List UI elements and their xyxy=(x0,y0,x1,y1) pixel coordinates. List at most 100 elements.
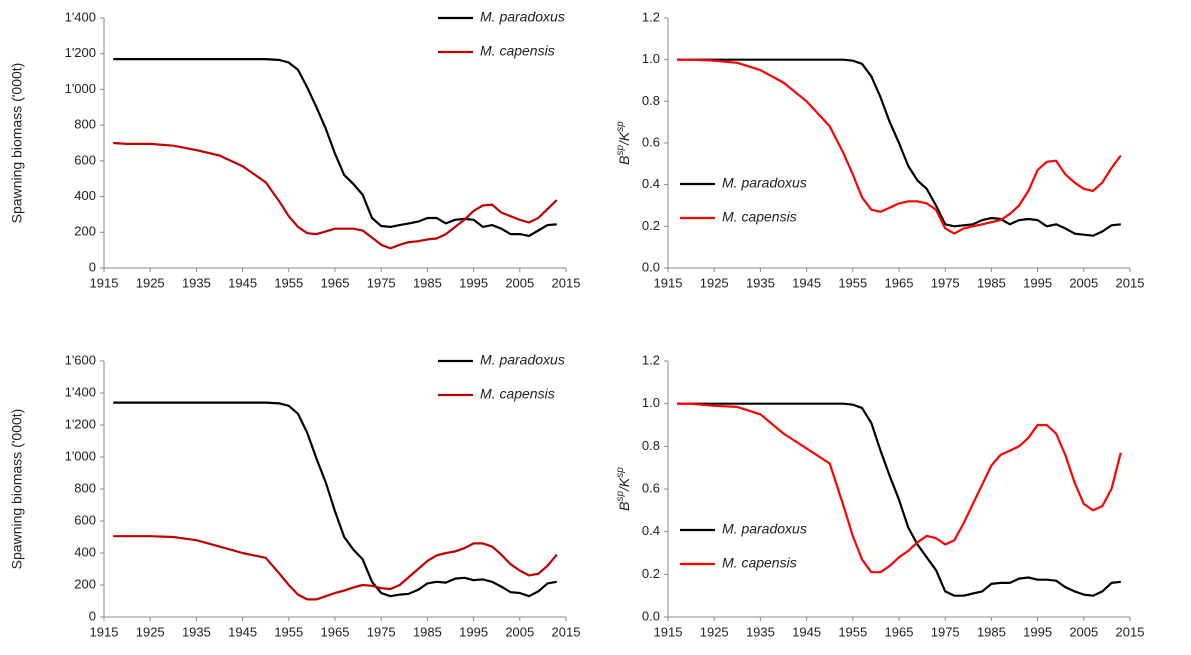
y-tick-label: 0 xyxy=(89,608,96,623)
x-tick-label: 2015 xyxy=(552,624,581,639)
x-tick-label: 1945 xyxy=(228,624,257,639)
x-tick-label: 2015 xyxy=(1116,275,1145,290)
x-tick-label: 1935 xyxy=(182,624,211,639)
y-tick-label: 1'400 xyxy=(65,9,96,24)
y-tick-label: 800 xyxy=(74,117,96,132)
y-axis-label-part: B xyxy=(616,502,632,511)
x-tick-label: 2005 xyxy=(505,275,534,290)
x-tick-label: 1995 xyxy=(459,275,488,290)
y-axis-label-part: sp xyxy=(615,491,626,502)
y-tick-label: 1'400 xyxy=(65,384,96,399)
series-line xyxy=(677,402,1122,574)
x-tick-label: 1985 xyxy=(977,624,1006,639)
x-tick-label: 1965 xyxy=(885,624,914,639)
y-tick-label: 1'000 xyxy=(65,81,96,96)
x-tick-label: 1915 xyxy=(90,275,119,290)
y-axis-label-part: sp xyxy=(615,145,626,156)
y-tick-label: 0.0 xyxy=(642,608,660,623)
y-tick-label: 600 xyxy=(74,512,96,527)
y-tick-label: 1'000 xyxy=(65,448,96,463)
x-tick-label: 1925 xyxy=(136,624,165,639)
series-line xyxy=(113,58,557,237)
x-tick-label: 1945 xyxy=(792,275,821,290)
y-axis-label: Spawning biomass ('000t) xyxy=(9,63,25,224)
chart-panel: 0.0 0.2 0.4 0.6 0.8 1.0 1.2 1915 1925 1935 1945 195… xyxy=(615,352,1145,639)
y-axis-label: Bsp/Ksp xyxy=(615,467,632,511)
chart-panel: 0.0 0.2 0.4 0.6 0.8 1.0 1.2 1915 1925 1935 1945 195… xyxy=(615,9,1145,290)
legend-label: M. paradoxus xyxy=(480,352,565,368)
y-tick-label: 0 xyxy=(89,259,96,274)
legend-label: M. paradoxus xyxy=(722,521,807,537)
series-line xyxy=(677,58,1121,237)
y-tick-label: 0.2 xyxy=(642,566,660,581)
y-tick-label: 0.4 xyxy=(642,176,660,191)
x-tick-label: 2005 xyxy=(505,624,534,639)
series-line xyxy=(677,58,1122,235)
y-tick-label: 1'600 xyxy=(65,352,96,367)
legend-label: M. paradoxus xyxy=(480,9,565,25)
legend-label: M. capensis xyxy=(480,43,555,59)
x-tick-label: 1985 xyxy=(413,624,442,639)
series-line xyxy=(677,402,1121,597)
chart-panel: 0 200 400 600 800 1'000 1'200 1'400 1'600 1915 192… xyxy=(9,352,581,640)
y-tick-label: 1'200 xyxy=(65,45,96,60)
series-line xyxy=(113,535,558,601)
x-tick-label: 1945 xyxy=(228,275,257,290)
y-tick-label: 200 xyxy=(74,576,96,591)
x-tick-label: 1915 xyxy=(90,624,119,639)
y-tick-label: 1.0 xyxy=(642,51,660,66)
y-tick-label: 1'200 xyxy=(65,416,96,431)
y-tick-label: 0.8 xyxy=(642,93,660,108)
y-tick-label: 400 xyxy=(74,544,96,559)
x-tick-label: 1995 xyxy=(459,624,488,639)
y-tick-label: 0.6 xyxy=(642,134,660,149)
x-tick-label: 2015 xyxy=(1116,624,1145,639)
y-tick-label: 0.8 xyxy=(642,438,660,453)
x-tick-label: 1975 xyxy=(931,275,960,290)
legend-label: M. capensis xyxy=(480,386,555,402)
series-line xyxy=(113,401,557,598)
x-tick-label: 1925 xyxy=(700,275,729,290)
x-tick-label: 1925 xyxy=(136,275,165,290)
y-tick-label: 800 xyxy=(74,480,96,495)
x-tick-label: 1955 xyxy=(838,275,867,290)
y-tick-label: 400 xyxy=(74,188,96,203)
x-tick-label: 2005 xyxy=(1069,624,1098,639)
x-tick-label: 1985 xyxy=(413,275,442,290)
x-tick-label: 1915 xyxy=(654,624,683,639)
y-tick-label: 1.0 xyxy=(642,395,660,410)
x-tick-label: 2015 xyxy=(552,275,581,290)
x-tick-label: 1975 xyxy=(367,624,396,639)
y-tick-label: 600 xyxy=(74,152,96,167)
legend-label: M. capensis xyxy=(722,209,797,225)
y-tick-label: 0.4 xyxy=(642,523,660,538)
y-tick-label: 200 xyxy=(74,224,96,239)
y-axis-label: Bsp/Ksp xyxy=(615,121,632,165)
y-axis-label-part: /K xyxy=(616,477,632,492)
x-tick-label: 1965 xyxy=(321,624,350,639)
y-tick-label: 1.2 xyxy=(642,9,660,24)
y-axis-label-part: B xyxy=(616,156,632,165)
legend-label: M. capensis xyxy=(722,555,797,571)
y-tick-label: 0.6 xyxy=(642,480,660,495)
x-tick-label: 1965 xyxy=(321,275,350,290)
x-tick-label: 1935 xyxy=(182,275,211,290)
x-tick-label: 1925 xyxy=(700,624,729,639)
y-axis-label: Spawning biomass ('000t) xyxy=(9,409,25,570)
y-axis-label-part: sp xyxy=(615,121,626,132)
x-tick-label: 1995 xyxy=(1023,275,1052,290)
x-tick-label: 1935 xyxy=(746,275,775,290)
x-tick-label: 2005 xyxy=(1069,275,1098,290)
legend-label: M. paradoxus xyxy=(722,175,807,191)
x-tick-label: 1955 xyxy=(274,275,303,290)
x-tick-label: 1915 xyxy=(654,275,683,290)
x-tick-label: 1975 xyxy=(931,624,960,639)
y-axis-label-part: /K xyxy=(616,131,632,146)
y-tick-label: 0.0 xyxy=(642,259,660,274)
y-axis-label-part: sp xyxy=(615,467,626,478)
y-tick-label: 0.2 xyxy=(642,218,660,233)
x-tick-label: 1945 xyxy=(792,624,821,639)
x-tick-label: 1975 xyxy=(367,275,396,290)
x-tick-label: 1955 xyxy=(274,624,303,639)
